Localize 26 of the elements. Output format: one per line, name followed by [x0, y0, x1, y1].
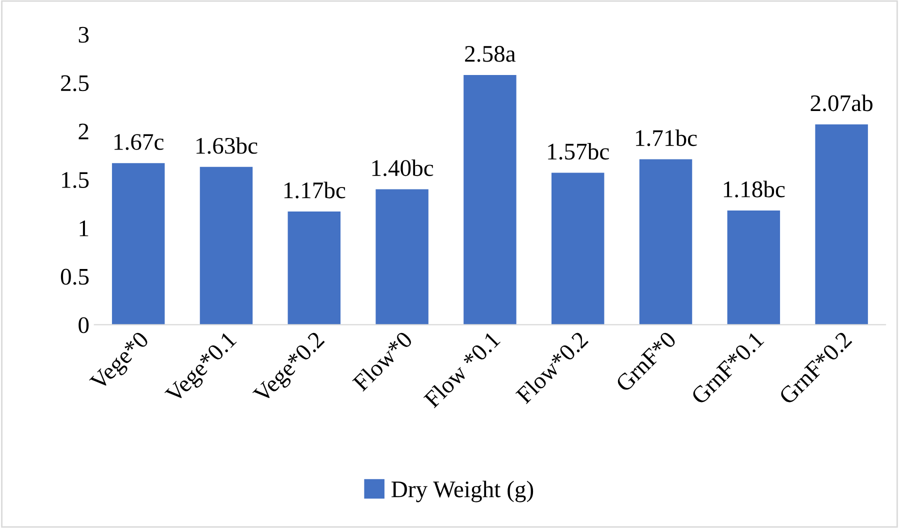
- bar: [551, 172, 604, 325]
- bar: [464, 74, 516, 325]
- bar: [288, 211, 341, 325]
- data-label: 1.67c: [114, 134, 164, 150]
- y-tick-label: 2.5: [61, 75, 89, 92]
- data-label: 2.07ab: [810, 94, 872, 112]
- bar: [200, 166, 253, 325]
- data-label: 1.17bc: [284, 182, 346, 198]
- data-label: 2.58a: [465, 46, 516, 62]
- bar: [112, 163, 165, 325]
- y-tick-label: 0: [78, 317, 89, 334]
- data-label: 1.57bc: [548, 143, 609, 160]
- data-label: 1.18bc: [724, 180, 785, 198]
- y-tick-label: 2: [78, 124, 88, 140]
- data-label: 1.63bc: [196, 137, 258, 154]
- y-tick-label: 3: [78, 26, 89, 43]
- bar: [815, 124, 868, 325]
- bar: [727, 210, 780, 325]
- bar: [639, 159, 692, 325]
- legend-label: Dry Weight (g): [392, 480, 534, 502]
- y-tick-label: 1: [80, 220, 88, 236]
- bar: [376, 189, 428, 325]
- data-label: 1.71bc: [636, 129, 697, 146]
- y-tick-label: 0.5: [60, 268, 89, 285]
- data-label: 1.40bc: [372, 159, 434, 176]
- y-tick-label: 1.5: [62, 172, 89, 188]
